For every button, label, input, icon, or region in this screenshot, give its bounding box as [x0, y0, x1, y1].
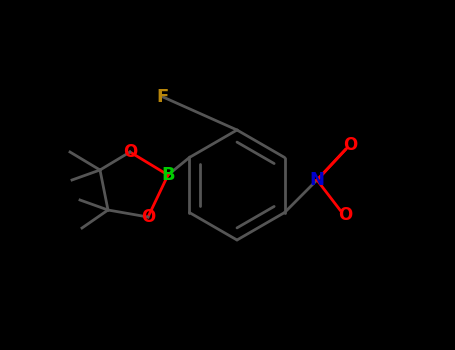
- Text: O: O: [343, 136, 357, 154]
- Text: N: N: [309, 171, 324, 189]
- Text: O: O: [123, 143, 137, 161]
- Text: O: O: [338, 206, 352, 224]
- Text: B: B: [161, 166, 175, 184]
- Text: O: O: [141, 208, 155, 226]
- Text: F: F: [157, 88, 169, 106]
